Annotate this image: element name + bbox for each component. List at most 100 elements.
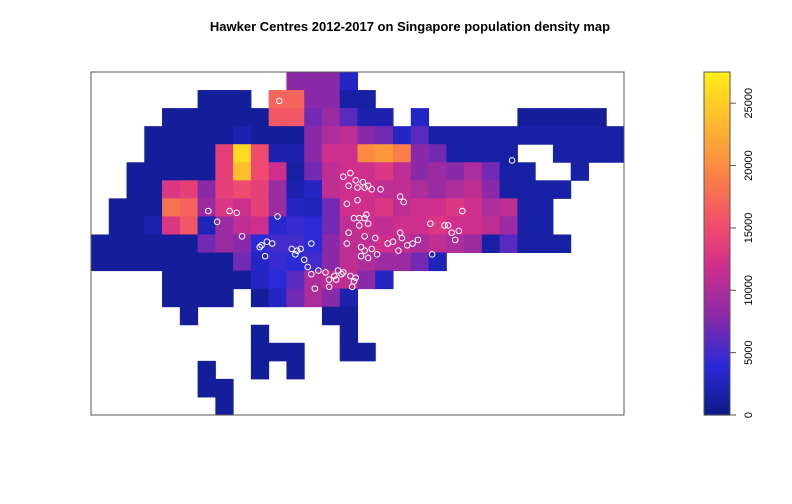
cell bbox=[250, 162, 270, 181]
cell bbox=[268, 126, 287, 145]
cell bbox=[357, 342, 376, 362]
cell bbox=[410, 126, 430, 145]
colorbar-step bbox=[704, 240, 730, 245]
colorbar-tick-label: 20000 bbox=[743, 150, 755, 181]
cell bbox=[286, 108, 305, 127]
colorbar-step bbox=[704, 109, 730, 113]
hawker-centre bbox=[357, 252, 365, 260]
cell bbox=[410, 234, 430, 254]
cell bbox=[393, 252, 412, 272]
cell bbox=[339, 90, 358, 109]
hawker-centre bbox=[300, 256, 308, 264]
cell bbox=[339, 324, 358, 344]
cell bbox=[393, 198, 412, 217]
cell bbox=[446, 234, 465, 254]
cell bbox=[357, 108, 376, 127]
colorbar-step bbox=[704, 292, 730, 296]
cell bbox=[499, 216, 518, 235]
cell bbox=[233, 216, 252, 235]
cell bbox=[339, 252, 358, 272]
colorbar-step bbox=[704, 146, 730, 150]
cell bbox=[517, 216, 536, 235]
cell bbox=[250, 180, 270, 199]
cell bbox=[428, 162, 447, 181]
colorbar-step bbox=[704, 272, 730, 276]
cell bbox=[286, 180, 305, 199]
colorbar-step bbox=[704, 266, 730, 270]
colorbar-step bbox=[704, 286, 730, 290]
hawker-centre bbox=[395, 247, 402, 255]
colorbar-step bbox=[704, 357, 730, 362]
colorbar-step bbox=[704, 409, 730, 413]
cell bbox=[233, 270, 252, 290]
colorbar-step bbox=[704, 329, 730, 333]
hawker-centre bbox=[332, 276, 340, 283]
cell bbox=[126, 162, 145, 181]
cell bbox=[286, 90, 305, 109]
cell bbox=[197, 126, 216, 145]
hawker-centre bbox=[396, 193, 404, 200]
hawker-centre bbox=[361, 247, 368, 255]
cell bbox=[215, 234, 234, 254]
cell bbox=[464, 234, 483, 254]
hawker-centre bbox=[331, 272, 338, 280]
hawker-centre bbox=[274, 213, 281, 220]
colorbar-step bbox=[704, 392, 730, 396]
cell bbox=[393, 126, 412, 145]
cell bbox=[410, 198, 430, 217]
colorbar-step bbox=[704, 226, 730, 230]
cell bbox=[268, 216, 287, 235]
colorbar-step bbox=[704, 163, 730, 167]
cell bbox=[428, 198, 447, 217]
colorbar-tick-label: 0 bbox=[743, 412, 755, 418]
hawker-centre bbox=[451, 236, 459, 244]
cell bbox=[606, 126, 625, 145]
cell bbox=[375, 126, 394, 145]
cell bbox=[215, 252, 234, 272]
colorbar-step bbox=[704, 89, 730, 93]
cell bbox=[357, 144, 376, 163]
cell bbox=[357, 234, 376, 254]
cell bbox=[321, 252, 341, 272]
cell bbox=[428, 126, 447, 145]
hawker-centre bbox=[347, 169, 354, 177]
colorbar-step bbox=[704, 166, 730, 170]
cell bbox=[481, 126, 501, 145]
cell bbox=[144, 216, 163, 235]
cell bbox=[215, 270, 234, 290]
cell bbox=[410, 216, 430, 235]
cell bbox=[197, 90, 216, 109]
hawker-centre bbox=[226, 207, 233, 215]
cell bbox=[339, 288, 358, 308]
colorbar-step bbox=[704, 169, 730, 173]
cell bbox=[197, 378, 216, 398]
cell bbox=[339, 162, 358, 181]
hawker-centre bbox=[508, 157, 516, 164]
plot-frame bbox=[90, 71, 625, 416]
cell bbox=[126, 252, 145, 272]
cell bbox=[215, 378, 234, 398]
hawker-centre bbox=[352, 274, 360, 282]
colorbar-step bbox=[704, 86, 730, 90]
cell bbox=[304, 108, 323, 127]
hawker-centre bbox=[304, 263, 312, 271]
cell bbox=[215, 126, 234, 145]
cell bbox=[499, 162, 518, 181]
cell bbox=[357, 270, 376, 290]
colorbar-step bbox=[704, 360, 730, 365]
cell bbox=[197, 234, 216, 254]
cell bbox=[375, 108, 394, 127]
cell bbox=[481, 198, 501, 217]
hawker-centre bbox=[297, 245, 304, 253]
colorbar-step bbox=[704, 289, 730, 293]
colorbar-step bbox=[704, 97, 730, 102]
hawker-centre bbox=[364, 220, 372, 227]
cell bbox=[197, 108, 216, 127]
colorbar-step bbox=[704, 332, 730, 336]
colorbar-step bbox=[704, 129, 730, 133]
colorbar-step bbox=[704, 223, 730, 227]
cell bbox=[339, 216, 358, 235]
cell bbox=[286, 216, 305, 235]
cell bbox=[286, 72, 305, 91]
